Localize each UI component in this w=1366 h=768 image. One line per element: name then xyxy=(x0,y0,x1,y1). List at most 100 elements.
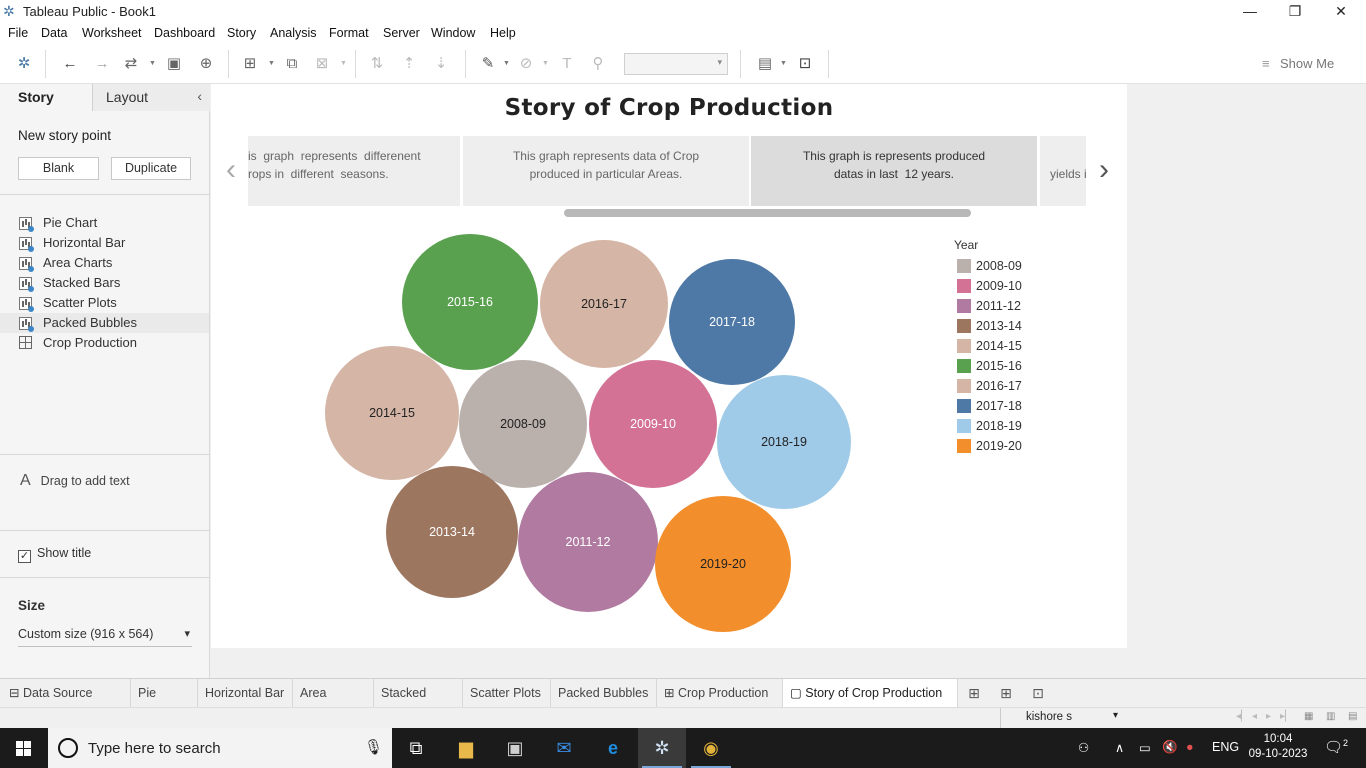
story-title[interactable]: Story of Crop Production xyxy=(504,95,834,121)
swap-icon[interactable]: ⇅ xyxy=(370,55,384,72)
tab-story-of-crop-production[interactable]: ▢ Story of Crop Production xyxy=(783,679,958,707)
sheet-item-stacked-bars[interactable]: Stacked Bars xyxy=(0,273,209,293)
previous-story-point-icon[interactable]: ‹ xyxy=(226,153,236,186)
tab-layout[interactable]: Layout ‹ xyxy=(92,84,210,111)
minimize-button[interactable]: — xyxy=(1243,3,1257,19)
bubble-mark[interactable] xyxy=(518,472,658,612)
sheet-item-area-charts[interactable]: Area Charts xyxy=(0,253,209,273)
bubble-mark[interactable] xyxy=(459,360,587,488)
tabs-view-icon[interactable]: ▤ xyxy=(1348,711,1358,722)
bubble-mark[interactable] xyxy=(589,360,717,488)
tab-packed-bubbles[interactable]: Packed Bubbles xyxy=(551,679,657,707)
menu-dashboard[interactable]: Dashboard xyxy=(154,26,216,40)
last-sheet-icon[interactable]: ▸▏ xyxy=(1280,711,1293,722)
bubble-2011-12[interactable]: 2011-12 xyxy=(518,472,658,612)
size-dropdown[interactable]: Custom size (916 x 564) xyxy=(18,627,192,647)
legend-item[interactable]: 2009-10 xyxy=(954,278,1022,298)
show-cards-icon[interactable]: ▤ xyxy=(757,55,773,72)
bubble-mark[interactable] xyxy=(325,346,459,480)
next-sheet-icon[interactable]: ▸ xyxy=(1266,711,1272,722)
save-icon[interactable]: ▣ xyxy=(166,55,182,72)
story-point-3[interactable]: This graph is represents produced datas … xyxy=(751,136,1037,206)
tab-horizontal-bar[interactable]: Horizontal Bar xyxy=(198,679,293,707)
menu-file[interactable]: File xyxy=(8,26,29,40)
people-icon[interactable]: ⚇ xyxy=(1078,741,1090,755)
legend-item[interactable]: 2017-18 xyxy=(954,398,1022,418)
bubble-2009-10[interactable]: 2009-10 xyxy=(589,360,717,488)
bubble-mark[interactable] xyxy=(540,240,668,368)
drag-to-add-text[interactable]: A Drag to add text xyxy=(20,472,130,490)
bubble-2018-19[interactable]: 2018-19 xyxy=(717,375,851,509)
story-point-4[interactable]: yields i xyxy=(1040,136,1086,206)
group-icon[interactable]: ⊘ xyxy=(519,55,533,72)
bubble-2015-16[interactable]: 2015-16 xyxy=(402,234,538,370)
legend-item[interactable]: 2011-12 xyxy=(954,298,1022,318)
menu-help[interactable]: Help xyxy=(490,26,516,40)
menu-data[interactable]: Data xyxy=(41,26,68,40)
tableau-taskbar-icon[interactable]: ✲ xyxy=(638,728,686,768)
bubble-2017-18[interactable]: 2017-18 xyxy=(669,259,795,385)
menu-analysis[interactable]: Analysis xyxy=(270,26,317,40)
redo-icon[interactable]: → xyxy=(94,55,110,72)
group-dropdown-icon[interactable]: ▼ xyxy=(542,60,549,67)
new-data-source-icon[interactable]: ⊕ xyxy=(199,55,213,72)
sort-ascending-icon[interactable]: ⇡ xyxy=(402,55,416,72)
clear-sheet-icon[interactable]: ⊠ xyxy=(315,55,329,72)
bubble-2019-20[interactable]: 2019-20 xyxy=(655,496,791,632)
blank-button[interactable]: Blank xyxy=(18,157,99,180)
windows-start-icon[interactable] xyxy=(0,728,48,768)
tab-crop-production[interactable]: ⊞ Crop Production xyxy=(657,679,783,707)
bubble-mark[interactable] xyxy=(669,259,795,385)
legend-item[interactable]: 2013-14 xyxy=(954,318,1022,338)
show-title-checkbox[interactable]: ✓ Show title xyxy=(18,546,91,563)
clock[interactable]: 10:04 09-10-2023 xyxy=(1248,732,1308,762)
legend-item[interactable]: 2016-17 xyxy=(954,378,1022,398)
legend-item[interactable]: 2015-16 xyxy=(954,358,1022,378)
tab-area-charts[interactable]: Area Charts xyxy=(293,679,374,728)
volume-muted-icon[interactable]: 🔇 xyxy=(1162,740,1178,754)
tableau-home-icon[interactable]: ✲ xyxy=(17,55,31,72)
tab-scatter-plots[interactable]: Scatter Plots xyxy=(463,679,551,707)
replay-dropdown-icon[interactable]: ▼ xyxy=(149,60,156,67)
menu-format[interactable]: Format xyxy=(329,26,369,40)
replay-icon[interactable]: ⇄ xyxy=(124,55,138,72)
close-button[interactable]: ✕ xyxy=(1335,3,1347,19)
bubble-2008-09[interactable]: 2008-09 xyxy=(459,360,587,488)
new-worksheet-icon[interactable]: ⊞ xyxy=(243,55,257,72)
highlight-dropdown-icon[interactable]: ▼ xyxy=(503,60,510,67)
duplicate-button[interactable]: Duplicate xyxy=(111,157,191,180)
microsoft-store-icon[interactable]: ▣ xyxy=(506,738,524,758)
microphone-icon[interactable]: 🎙 xyxy=(364,739,384,756)
prev-sheet-icon[interactable]: ◂ xyxy=(1252,711,1258,722)
clear-dropdown-icon[interactable]: ▼ xyxy=(340,60,347,67)
file-explorer-icon[interactable]: ▆ xyxy=(459,738,473,758)
bubble-mark[interactable] xyxy=(655,496,791,632)
bubble-mark[interactable] xyxy=(717,375,851,509)
pin-icon[interactable]: ⚲ xyxy=(592,55,604,72)
sheet-item-packed-bubbles[interactable]: Packed Bubbles xyxy=(0,313,209,333)
edge-browser-icon[interactable]: e xyxy=(607,738,618,758)
sort-descending-icon[interactable]: ⇣ xyxy=(434,55,448,72)
story-point-2[interactable]: This graph represents data of Crop produ… xyxy=(463,136,749,206)
filmstrip-icon[interactable]: ▥ xyxy=(1326,711,1336,722)
bubble-2013-14[interactable]: 2013-14 xyxy=(386,466,518,598)
taskbar-search-box[interactable]: Type here to search 🎙 xyxy=(48,728,392,768)
chrome-icon[interactable]: ◉ xyxy=(687,728,735,768)
battery-icon[interactable]: ▭ xyxy=(1139,741,1151,755)
sheet-item-pie-chart[interactable]: Pie Chart xyxy=(0,213,209,233)
next-story-point-icon[interactable]: › xyxy=(1099,153,1109,186)
presentation-mode-icon[interactable]: ⊡ xyxy=(798,55,812,72)
highlight-icon[interactable]: ✎ xyxy=(481,55,495,72)
legend-item[interactable]: 2014-15 xyxy=(954,338,1022,358)
bubble-2014-15[interactable]: 2014-15 xyxy=(325,346,459,480)
story-point-1[interactable]: is graph represents differenent rops in … xyxy=(248,136,460,206)
new-worksheet-tab-icon[interactable]: ⊞ xyxy=(968,685,980,701)
sheet-sorter-icon[interactable]: ▦ xyxy=(1304,711,1314,722)
notifications-icon[interactable]: 🗨2 xyxy=(1324,738,1349,756)
legend-item[interactable]: 2018-19 xyxy=(954,418,1022,438)
new-worksheet-dropdown-icon[interactable]: ▼ xyxy=(268,60,275,67)
menu-server[interactable]: Server xyxy=(383,26,420,40)
bubble-mark[interactable] xyxy=(402,234,538,370)
language-indicator[interactable]: ENG xyxy=(1212,740,1240,754)
tab-data-source[interactable]: ⊟ Data Source xyxy=(0,679,131,707)
